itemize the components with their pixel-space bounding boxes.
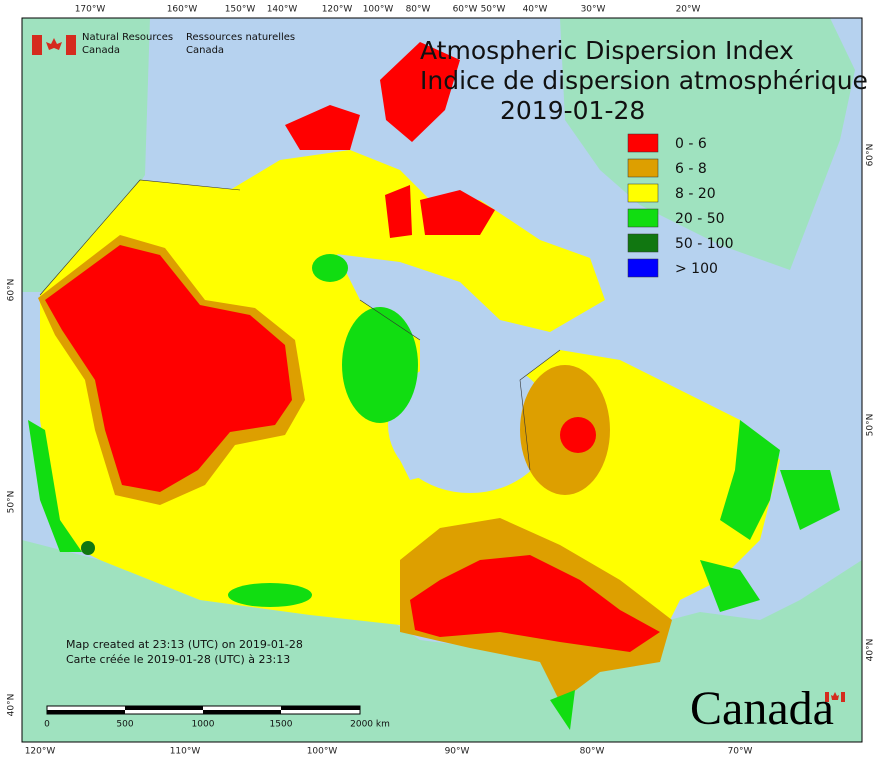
longitude-label: 70°W <box>728 747 753 757</box>
scale-segment <box>203 710 281 714</box>
scale-label: 1500 <box>270 720 293 730</box>
latitude-label: 40°N <box>7 694 17 717</box>
maple-leaf <box>831 692 839 700</box>
east-low <box>410 555 660 652</box>
legend-swatch <box>627 158 659 178</box>
longitude-label: 50°W <box>481 5 506 15</box>
arctic-high <box>312 254 348 282</box>
latitude-label: 50°N <box>7 491 17 514</box>
agency-fr: Ressources naturelles <box>186 32 295 43</box>
prairie-high <box>228 583 312 607</box>
longitude-label: 100°W <box>307 747 338 757</box>
scale-label: 500 <box>116 720 133 730</box>
flag-bar <box>825 692 829 702</box>
scale-label: 1000 <box>192 720 215 730</box>
legend-swatch <box>627 258 659 278</box>
latitude-label: 50°N <box>866 414 876 437</box>
title: Indice de dispersion atmosphérique <box>420 66 868 95</box>
maple-leaf <box>46 38 62 50</box>
legend-swatch <box>627 133 659 153</box>
greenland <box>560 18 855 270</box>
nrc-logo <box>32 35 76 55</box>
longitude-label: 20°W <box>676 5 701 15</box>
legend-swatch <box>627 233 659 253</box>
scale-label: 2000 km <box>350 720 390 730</box>
longitude-label: 110°W <box>170 747 201 757</box>
southeast-high <box>550 560 760 730</box>
legend-label: 8 - 20 <box>675 186 716 202</box>
longitude-label: 30°W <box>581 5 606 15</box>
longitude-label: 90°W <box>445 747 470 757</box>
pacific-high <box>28 420 82 552</box>
agency-fr: Canada <box>186 45 224 56</box>
hudson-bay <box>388 357 552 493</box>
flag-bar <box>841 692 845 702</box>
longitude-label: 170°W <box>75 5 106 15</box>
atlantic-high <box>720 420 840 540</box>
agency-en: Canada <box>82 45 120 56</box>
flag-bar <box>32 35 42 55</box>
scale-label: 0 <box>44 720 50 730</box>
longitude-label: 120°W <box>25 747 56 757</box>
latitude-label: 60°N <box>866 144 876 167</box>
legend-label: 6 - 8 <box>675 161 707 177</box>
baffin-low <box>385 185 495 238</box>
latitude-label: 40°N <box>866 639 876 662</box>
longitude-label: 150°W <box>225 5 256 15</box>
alaska <box>22 18 150 292</box>
canada-wordmark: Canada <box>690 682 845 735</box>
scale-segment <box>281 706 360 710</box>
longitude-label: 160°W <box>167 5 198 15</box>
hudson-west-high <box>342 307 418 423</box>
footer: Map created at 23:13 (UTC) on 2019-01-28 <box>66 638 303 651</box>
footer: Carte créée le 2019-01-28 (UTC) à 23:13 <box>66 653 290 666</box>
coast-very-high <box>81 541 95 555</box>
legend-label: 50 - 100 <box>675 236 734 252</box>
flag-bar <box>66 35 76 55</box>
longitude-label: 40°W <box>523 5 548 15</box>
legend-label: 0 - 6 <box>675 136 707 152</box>
scale-segment <box>47 710 125 714</box>
ellesmere-low <box>380 42 460 142</box>
united-states <box>22 540 862 742</box>
legend-swatch <box>627 208 659 228</box>
map-area <box>22 18 862 742</box>
west-low <box>45 245 292 492</box>
longitude-label: 140°W <box>267 5 298 15</box>
longitude-label: 80°W <box>580 747 605 757</box>
agency-en: Natural Resources <box>82 32 173 43</box>
boundary <box>39 179 561 471</box>
legend-label: 20 - 50 <box>675 211 725 227</box>
quebec-low <box>560 417 596 453</box>
legend-label: > 100 <box>675 261 718 277</box>
title: Atmospheric Dispersion Index <box>420 36 794 65</box>
longitude-label: 100°W <box>363 5 394 15</box>
longitude-label: 120°W <box>322 5 353 15</box>
scale-segment <box>125 706 203 710</box>
scale-bar: 0 500 1000 1500 2000 km <box>44 705 390 730</box>
legend-swatch <box>627 183 659 203</box>
latitude-label: 60°N <box>7 279 17 302</box>
frame <box>21 17 863 743</box>
wordmark: Canada <box>690 682 834 735</box>
longitude-label: 60°W <box>453 5 478 15</box>
longitude-label: 80°W <box>406 5 431 15</box>
islands-low <box>285 105 360 150</box>
arctic-islands <box>230 150 605 332</box>
date: 2019-01-28 <box>500 96 645 125</box>
